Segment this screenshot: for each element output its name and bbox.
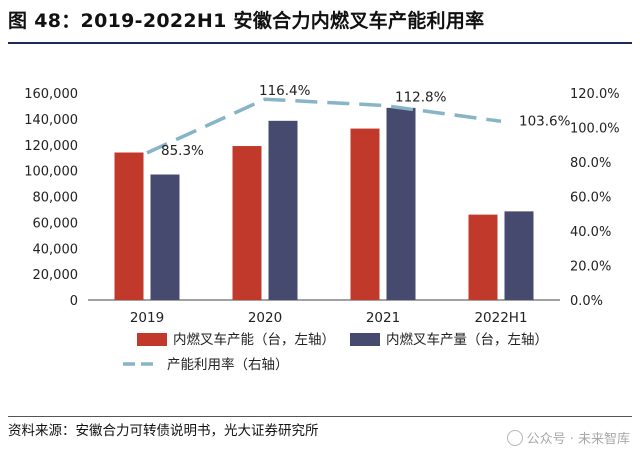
y-left-tick-label: 160,000 <box>24 87 78 102</box>
bar <box>504 211 534 300</box>
y-right-tick-label: 100.0% <box>570 122 620 137</box>
legend-label: 内燃叉车产量（台，左轴） <box>386 331 548 348</box>
y-right-tick-label: 80.0% <box>570 156 611 171</box>
y-left-tick-label: 0 <box>70 294 78 309</box>
bar <box>114 152 144 300</box>
watermark-text: 公众号 · 未来智库 <box>526 432 630 447</box>
watermark: 公众号 · 未来智库 <box>506 428 630 447</box>
plot-area: 0 20,000 40,000 60,000 80,000 100,000 120,000 1… <box>24 83 619 326</box>
bar <box>268 120 298 300</box>
wechat-icon <box>506 429 523 446</box>
bar <box>232 146 262 300</box>
y-left-tick-label: 140,000 <box>24 113 78 128</box>
source-divider <box>8 416 632 417</box>
data-label: 85.3% <box>161 143 204 159</box>
y-left-tick-label: 60,000 <box>33 216 79 231</box>
x-tick-label: 2022H1 <box>474 310 527 326</box>
x-tick-label: 2019 <box>130 310 164 326</box>
y-left-tick-label: 120,000 <box>24 139 78 154</box>
bar <box>468 214 498 300</box>
y-left-tick-label: 20,000 <box>33 268 79 283</box>
y-left-tick-label: 100,000 <box>24 165 78 180</box>
title-divider <box>8 42 632 44</box>
x-tick-label: 2020 <box>248 310 282 326</box>
bar <box>350 128 380 300</box>
y-right-tick-label: 20.0% <box>570 260 611 275</box>
source-note: 资料来源：安徽合力可转债说明书，光大证券研究所 <box>8 423 319 439</box>
x-tick-label: 2021 <box>366 310 400 326</box>
y-right-tick-label: 40.0% <box>570 225 611 240</box>
data-label: 112.8% <box>395 89 447 105</box>
bar <box>386 107 416 300</box>
y-right-tick-label: 60.0% <box>570 191 611 206</box>
legend: 内燃叉车产能（台，左轴） 内燃叉车产量（台，左轴） 产能利用率（右轴） <box>123 331 548 373</box>
y-right-tick-label: 120.0% <box>570 87 620 102</box>
data-label: 103.6% <box>519 113 571 129</box>
legend-swatch <box>350 333 380 346</box>
chart-title: 图 48：2019-2022H1 安徽合力内燃叉车产能利用率 <box>8 10 485 32</box>
y-left-tick-label: 40,000 <box>33 242 79 257</box>
bar <box>150 174 180 300</box>
legend-label: 内燃叉车产能（台，左轴） <box>173 331 335 348</box>
legend-swatch <box>137 333 167 346</box>
legend-label: 产能利用率（右轴） <box>167 356 289 373</box>
data-label: 116.4% <box>259 83 311 99</box>
y-left-tick-label: 80,000 <box>33 191 79 206</box>
line-series-utilization <box>146 97 502 155</box>
y-right-tick-label: 0.0% <box>570 294 603 309</box>
